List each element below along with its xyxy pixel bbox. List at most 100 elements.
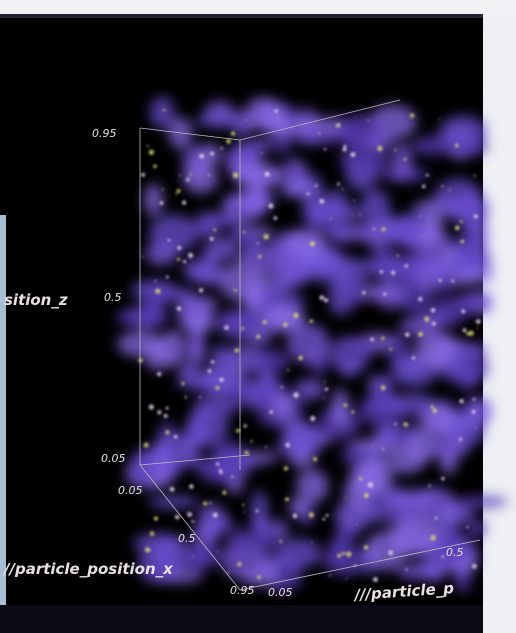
particle [325, 388, 328, 391]
particle [153, 164, 157, 168]
blob [411, 136, 457, 155]
particle [412, 356, 415, 359]
particle [466, 332, 469, 335]
particle [209, 502, 211, 504]
particle [177, 306, 182, 311]
particle [245, 451, 249, 455]
particle [432, 408, 437, 413]
top-strip [0, 0, 516, 14]
blob [281, 422, 323, 457]
left-panel [0, 215, 6, 605]
blob [227, 528, 251, 556]
particle [310, 416, 315, 421]
particle [381, 385, 386, 390]
x-tick: 0.5 [178, 532, 196, 545]
particle [243, 231, 246, 234]
blob [251, 515, 271, 537]
particle [364, 493, 369, 498]
particle [397, 255, 399, 257]
particle [367, 119, 369, 121]
particle [181, 382, 184, 385]
particle [185, 396, 187, 398]
particle [472, 564, 477, 569]
particle [277, 117, 279, 119]
blob [287, 324, 330, 364]
particle [346, 578, 348, 580]
bottom-strip [0, 605, 483, 633]
particle [383, 293, 386, 296]
volume-render [116, 97, 508, 593]
particle [213, 228, 216, 231]
particle [337, 183, 340, 186]
particle [315, 184, 318, 187]
particle [283, 322, 288, 327]
particle [258, 255, 261, 258]
particle [273, 216, 277, 220]
blob [238, 244, 289, 271]
particle [310, 241, 315, 246]
particle [149, 150, 154, 155]
particle [160, 201, 164, 205]
particle [154, 516, 158, 520]
particle [166, 407, 169, 410]
blob [144, 184, 163, 217]
particle [381, 337, 384, 340]
blob [421, 214, 444, 245]
particle [466, 526, 468, 528]
particle [459, 438, 462, 441]
particle [430, 405, 433, 408]
blob [293, 118, 317, 131]
particle [281, 386, 283, 388]
particle [373, 228, 375, 230]
particle [265, 446, 267, 448]
blob [459, 270, 494, 284]
particle [293, 313, 298, 318]
particle [199, 154, 204, 159]
blob [217, 309, 257, 335]
particle [430, 535, 436, 541]
particle [224, 325, 229, 330]
blob [187, 409, 229, 446]
particle [166, 275, 169, 278]
particle [222, 491, 226, 495]
particle [460, 220, 463, 223]
blob [145, 341, 170, 371]
particle [243, 424, 246, 427]
blob [289, 497, 307, 515]
particle [372, 445, 373, 446]
particle [472, 410, 476, 414]
top-border [0, 14, 516, 18]
particle [199, 288, 203, 292]
particle [324, 381, 326, 383]
blob [255, 350, 289, 374]
particle [336, 124, 340, 128]
particle [370, 338, 374, 342]
particle [380, 270, 384, 274]
particle [382, 448, 384, 450]
blob [458, 227, 479, 264]
x-title: //particle_position_x [2, 560, 174, 578]
particle [174, 435, 178, 439]
screenshot: 0.95 0.5 0.05 sition_z 0.05 0.5 0.95 //p… [0, 0, 516, 633]
particle [284, 466, 288, 470]
particle [322, 518, 325, 521]
particle [310, 319, 314, 323]
right-panel [483, 14, 516, 633]
particle [441, 185, 443, 187]
particle [351, 410, 354, 413]
blob [145, 243, 178, 266]
blob [211, 451, 245, 483]
particle [459, 399, 463, 403]
particle [263, 320, 267, 324]
blob [195, 115, 238, 127]
particle [285, 443, 290, 448]
particle [329, 574, 331, 576]
particle [422, 236, 423, 237]
particle [250, 440, 252, 442]
y-tick: 0.5 [446, 546, 464, 559]
blob [244, 276, 261, 313]
particle [192, 557, 193, 558]
particle [287, 369, 289, 371]
particle [241, 327, 244, 330]
particle [215, 386, 219, 390]
